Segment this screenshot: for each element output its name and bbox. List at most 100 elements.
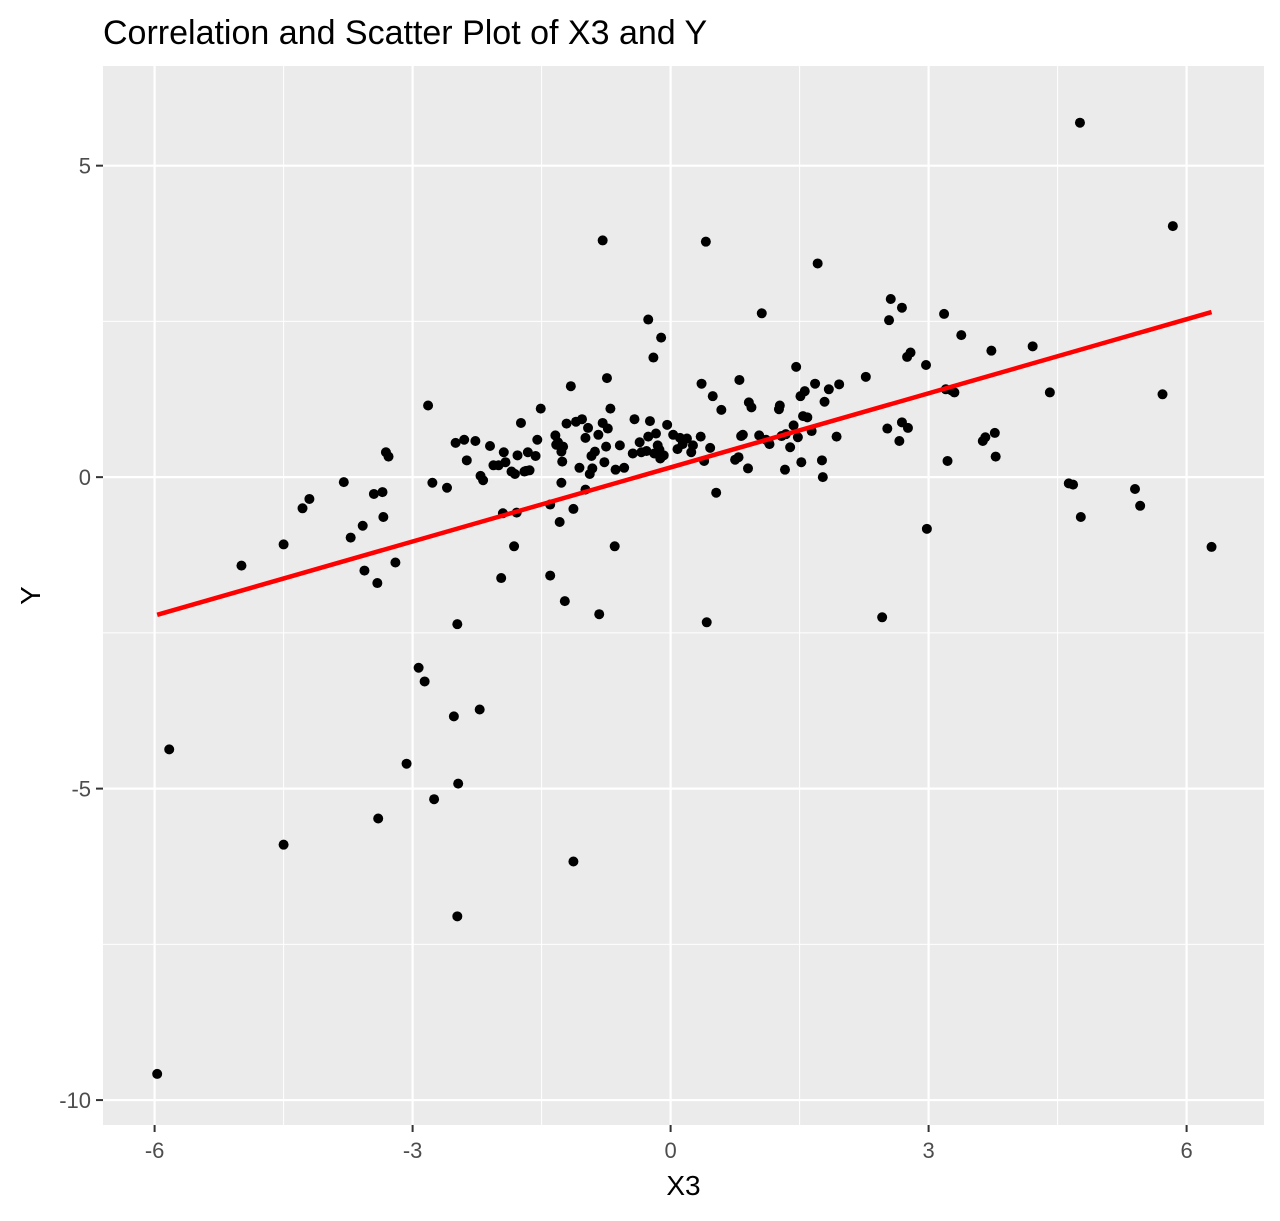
data-point [515, 417, 526, 428]
data-point [746, 402, 757, 413]
data-point [500, 457, 511, 468]
data-point [601, 441, 612, 452]
data-point [594, 609, 605, 620]
data-point [524, 465, 535, 476]
data-point [589, 446, 600, 457]
data-point [619, 462, 630, 473]
data-point [791, 361, 802, 372]
major-gridlines [103, 66, 1264, 1125]
plot-panel [103, 66, 1264, 1125]
data-point [882, 423, 893, 434]
data-point [656, 332, 667, 343]
data-point [605, 403, 616, 414]
data-point [359, 565, 370, 576]
data-point [558, 441, 569, 452]
data-point [609, 541, 620, 552]
data-point [599, 457, 610, 468]
data-point [1206, 541, 1217, 552]
data-point [658, 450, 669, 461]
data-point [877, 612, 888, 623]
data-point [834, 379, 845, 390]
data-point [949, 387, 960, 398]
data-point [1068, 479, 1079, 490]
data-point [634, 437, 645, 448]
data-point [986, 345, 997, 356]
data-point [779, 464, 790, 475]
data-point [297, 503, 308, 514]
data-point [1044, 387, 1055, 398]
data-point [939, 308, 950, 319]
data-point [448, 711, 459, 722]
data-point [700, 236, 711, 247]
data-point [860, 371, 871, 382]
data-point [450, 437, 461, 448]
data-point [980, 432, 991, 443]
data-point [662, 419, 673, 430]
data-point [574, 462, 585, 473]
data-point [610, 464, 621, 475]
data-point [530, 450, 541, 461]
data-point [152, 1068, 163, 1079]
data-point [733, 452, 744, 463]
data-point [583, 422, 594, 433]
data-point [681, 433, 692, 444]
data-point [559, 596, 570, 607]
data-point [593, 429, 604, 440]
y-tick-label: 5 [79, 154, 91, 179]
data-point [304, 493, 315, 504]
data-point [785, 442, 796, 453]
data-point [278, 839, 289, 850]
data-point [1167, 221, 1178, 232]
data-point [1135, 500, 1146, 511]
data-point [956, 330, 967, 341]
data-point [831, 431, 842, 442]
x-tick-label: -6 [145, 1138, 165, 1163]
data-point [894, 436, 905, 447]
data-point [696, 378, 707, 389]
data-point [580, 432, 591, 443]
data-point [990, 451, 1001, 462]
data-point [419, 676, 430, 687]
data-point [532, 434, 543, 445]
data-points [152, 117, 1217, 1079]
data-point [427, 477, 438, 488]
data-point [413, 662, 424, 673]
data-point [921, 360, 932, 371]
data-point [989, 427, 1000, 438]
data-point [896, 302, 907, 313]
data-point [401, 758, 412, 769]
data-point [734, 374, 745, 385]
data-point [650, 428, 661, 439]
y-axis-label: Y [15, 586, 46, 605]
data-point [373, 813, 384, 824]
data-point [1074, 117, 1085, 128]
data-point [627, 448, 638, 459]
data-point [577, 414, 588, 425]
data-point [474, 704, 485, 715]
data-point [1075, 512, 1086, 523]
data-point [788, 420, 799, 431]
data-point [643, 314, 654, 325]
axis-ticks [96, 164, 1188, 1132]
data-point [383, 451, 394, 462]
data-point [554, 516, 565, 527]
data-point [1157, 389, 1168, 400]
data-point [557, 456, 568, 467]
data-point [942, 455, 953, 466]
data-point [774, 400, 785, 411]
data-point [711, 487, 722, 498]
x-tick-label: -3 [403, 1138, 423, 1163]
data-point [509, 541, 520, 552]
data-point [429, 794, 440, 805]
y-tick-label: -10 [59, 1088, 91, 1113]
data-point [461, 455, 472, 466]
data-point [338, 477, 349, 488]
data-point [423, 400, 434, 411]
data-point [509, 469, 520, 480]
data-point [453, 778, 464, 789]
data-point [485, 440, 495, 451]
data-point [629, 414, 640, 425]
fit-line-layer [156, 309, 1213, 617]
